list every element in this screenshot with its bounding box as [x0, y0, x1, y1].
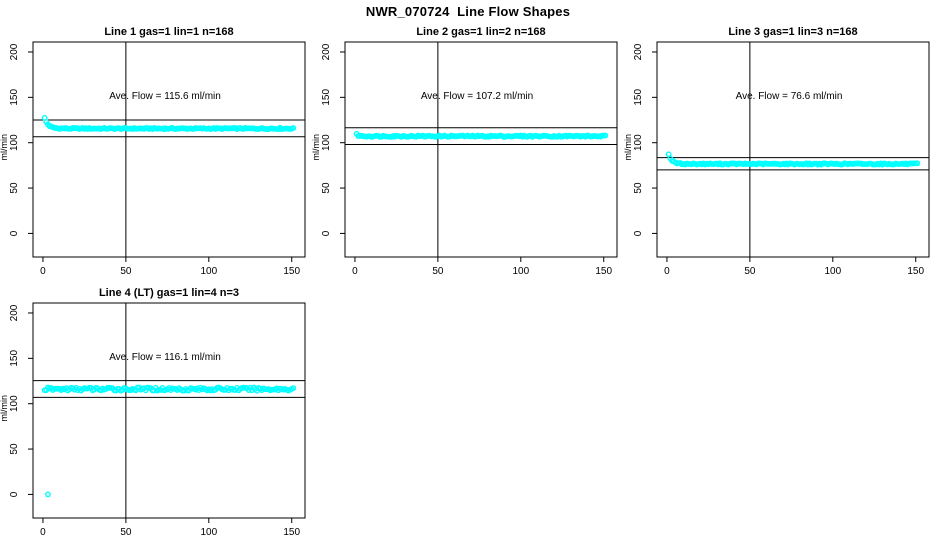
line-4-chart: Line 4 (LT) gas=1 lin=4 n=3 0 50 100 150 200 m… [0, 287, 306, 538]
svg-text:0: 0 [9, 491, 20, 497]
svg-text:100: 100 [824, 266, 841, 277]
panel-line-2: Line 2 gas=1 lin=2 n=168 0 50 100 150 200 ml/m… [312, 22, 624, 285]
svg-text:100: 100 [200, 527, 217, 538]
panel-line-1: Line 1 gas=1 lin=1 n=168 0 50 100 150 200 ml/m… [0, 22, 312, 285]
svg-text:Line 2 gas=1 lin=2 n=168: Line 2 gas=1 lin=2 n=168 [416, 26, 545, 38]
svg-text:Ave. Flow = 76.6 ml/min: Ave. Flow = 76.6 ml/min [736, 91, 843, 102]
panel-line-3: Line 3 gas=1 lin=3 n=168 0 50 100 150 200 ml/m… [624, 22, 936, 285]
svg-text:50: 50 [744, 266, 756, 277]
line-2-chart: Line 2 gas=1 lin=2 n=168 0 50 100 150 200 ml/m… [312, 26, 618, 277]
svg-text:150: 150 [595, 266, 612, 277]
svg-text:0: 0 [40, 266, 46, 277]
svg-text:0: 0 [633, 230, 644, 236]
svg-text:Line 1 gas=1 lin=1 n=168: Line 1 gas=1 lin=1 n=168 [104, 26, 233, 38]
svg-text:ml/min: ml/min [624, 134, 633, 161]
svg-text:0: 0 [321, 230, 332, 236]
svg-text:0: 0 [40, 527, 46, 538]
svg-text:100: 100 [9, 134, 20, 151]
svg-text:Ave. Flow = 115.6 ml/min: Ave. Flow = 115.6 ml/min [109, 91, 221, 102]
svg-text:Ave. Flow = 116.1 ml/min: Ave. Flow = 116.1 ml/min [109, 352, 221, 363]
svg-text:200: 200 [321, 43, 332, 60]
svg-text:50: 50 [432, 266, 444, 277]
svg-text:ml/min: ml/min [0, 395, 9, 422]
line-1-chart: Line 1 gas=1 lin=1 n=168 0 50 100 150 200 ml/m… [0, 26, 306, 277]
svg-text:150: 150 [633, 89, 644, 106]
svg-text:150: 150 [9, 350, 20, 367]
svg-text:100: 100 [321, 134, 332, 151]
svg-text:0: 0 [664, 266, 670, 277]
svg-text:100: 100 [9, 395, 20, 412]
svg-text:200: 200 [9, 304, 20, 321]
svg-text:Line 3 gas=1 lin=3 n=168: Line 3 gas=1 lin=3 n=168 [728, 26, 857, 38]
svg-text:100: 100 [633, 134, 644, 151]
svg-text:150: 150 [9, 89, 20, 106]
svg-text:50: 50 [633, 182, 644, 194]
svg-text:50: 50 [9, 443, 20, 455]
panel-line-4-lt: Line 4 (LT) gas=1 lin=4 n=3 0 50 100 150 200 m… [0, 283, 312, 546]
svg-text:50: 50 [120, 266, 132, 277]
svg-text:50: 50 [321, 182, 332, 194]
figure-title: NWR_070724 Line Flow Shapes [365, 4, 571, 19]
svg-text:150: 150 [907, 266, 924, 277]
svg-text:200: 200 [9, 43, 20, 60]
svg-text:150: 150 [321, 89, 332, 106]
svg-text:0: 0 [9, 230, 20, 236]
svg-text:0: 0 [352, 266, 358, 277]
line-3-chart: Line 3 gas=1 lin=3 n=168 0 50 100 150 200 ml/m… [624, 26, 930, 277]
svg-text:Ave. Flow = 107.2 ml/min: Ave. Flow = 107.2 ml/min [421, 91, 533, 102]
svg-text:100: 100 [512, 266, 529, 277]
svg-text:100: 100 [200, 266, 217, 277]
svg-text:200: 200 [633, 43, 644, 60]
svg-text:150: 150 [283, 266, 300, 277]
svg-text:ml/min: ml/min [312, 134, 321, 161]
svg-text:ml/min: ml/min [0, 134, 9, 161]
svg-text:150: 150 [283, 527, 300, 538]
svg-text:Line 4 (LT) gas=1 lin=4 n=3: Line 4 (LT) gas=1 lin=4 n=3 [99, 287, 239, 299]
svg-text:50: 50 [9, 182, 20, 194]
svg-text:50: 50 [120, 527, 132, 538]
